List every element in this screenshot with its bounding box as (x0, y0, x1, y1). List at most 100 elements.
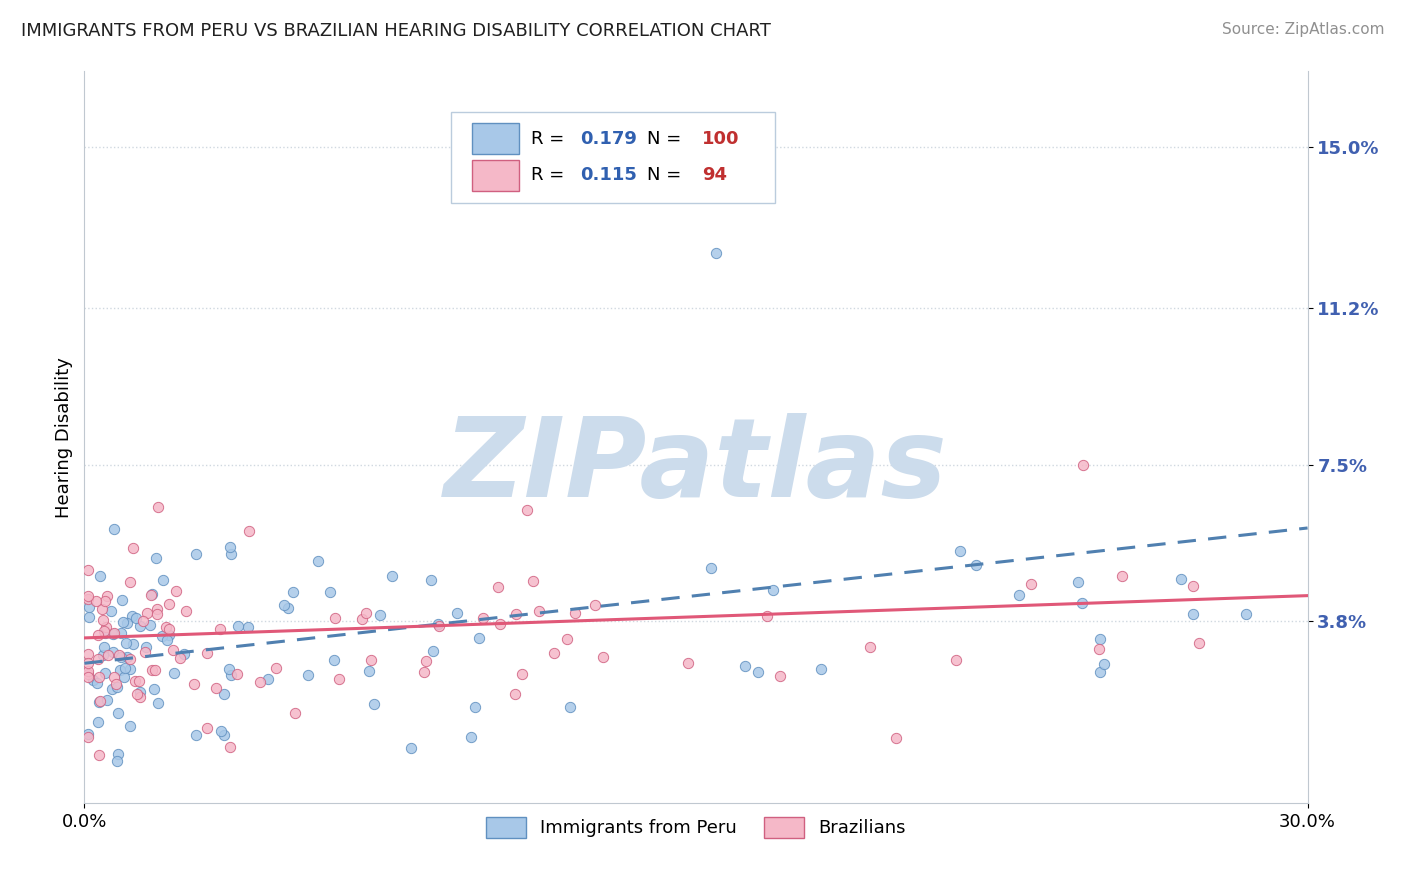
Point (77, 667, 100, 681)
FancyBboxPatch shape (451, 112, 776, 203)
Text: 0.179: 0.179 (579, 129, 637, 148)
Point (129, 690, 152, 705)
Point (318, 584, 340, 599)
Point (77, 727, 100, 741)
Point (129, 619, 152, 633)
Point (184, 728, 207, 742)
Point (238, 524, 260, 539)
Point (103, 522, 125, 536)
Point (150, 629, 173, 643)
Point (114, 661, 136, 675)
Point (103, 670, 125, 684)
FancyBboxPatch shape (472, 160, 519, 191)
Point (155, 620, 177, 634)
Point (214, 687, 236, 701)
Point (555, 632, 578, 646)
Point (108, 648, 131, 662)
Point (146, 696, 169, 710)
Point (422, 644, 444, 658)
Point (564, 606, 586, 620)
Point (120, 652, 142, 666)
Y-axis label: Hearing Disability: Hearing Disability (55, 357, 73, 517)
Point (105, 754, 128, 768)
Point (756, 609, 779, 624)
Point (77, 647, 100, 661)
Point (427, 616, 450, 631)
Point (94, 593, 117, 607)
Point (859, 640, 882, 654)
Point (488, 580, 510, 594)
Point (142, 681, 165, 696)
Point (101, 682, 124, 697)
Point (105, 676, 128, 690)
Point (121, 609, 143, 624)
Point (221, 667, 243, 681)
Point (94, 665, 117, 680)
Point (115, 650, 138, 665)
Point (505, 607, 527, 621)
Point (118, 719, 141, 733)
Point (543, 646, 565, 660)
Point (945, 653, 967, 667)
Point (415, 654, 437, 668)
Point (89, 568, 111, 582)
Point (77, 610, 100, 624)
Point (700, 560, 723, 574)
Point (77, 563, 100, 577)
Point (77, 589, 100, 603)
Point (111, 593, 134, 607)
Point (1067, 574, 1090, 589)
Point (87, 651, 110, 665)
Point (86, 676, 108, 690)
Point (226, 619, 249, 633)
Point (281, 585, 304, 599)
Point (146, 607, 169, 621)
Point (264, 661, 287, 675)
Point (184, 547, 207, 561)
Point (115, 615, 138, 630)
Point (328, 672, 350, 686)
Point (118, 662, 141, 676)
Point (93, 640, 115, 654)
Point (1181, 579, 1204, 593)
Point (273, 598, 295, 612)
Point (1090, 632, 1112, 646)
Point (676, 657, 699, 671)
Point (1088, 642, 1111, 657)
Point (156, 632, 179, 647)
Point (949, 544, 972, 558)
Point (560, 700, 582, 714)
Point (146, 602, 169, 616)
Point (122, 541, 145, 556)
Point (114, 636, 136, 650)
Point (183, 676, 205, 690)
Point (510, 667, 533, 681)
Point (1181, 607, 1204, 621)
Point (107, 747, 129, 761)
Point (354, 606, 377, 620)
Point (350, 612, 373, 626)
Point (90, 602, 112, 616)
Point (205, 681, 228, 695)
FancyBboxPatch shape (472, 123, 519, 154)
Point (225, 666, 247, 681)
Text: N =: N = (647, 129, 688, 148)
Point (100, 604, 122, 618)
Point (122, 637, 145, 651)
Point (307, 554, 329, 568)
Point (93, 624, 115, 639)
Point (94, 626, 117, 640)
Text: 100: 100 (702, 129, 740, 148)
Point (165, 583, 187, 598)
Point (471, 611, 494, 625)
Point (381, 568, 404, 582)
Point (169, 651, 191, 665)
Point (89, 694, 111, 708)
Point (87, 670, 110, 684)
Point (124, 673, 146, 688)
Text: N =: N = (647, 166, 688, 185)
Text: IMMIGRANTS FROM PERU VS BRAZILIAN HEARING DISABILITY CORRELATION CHART: IMMIGRANTS FROM PERU VS BRAZILIAN HEARIN… (21, 22, 770, 40)
Point (91, 613, 114, 627)
Point (152, 574, 174, 588)
Point (195, 722, 218, 736)
